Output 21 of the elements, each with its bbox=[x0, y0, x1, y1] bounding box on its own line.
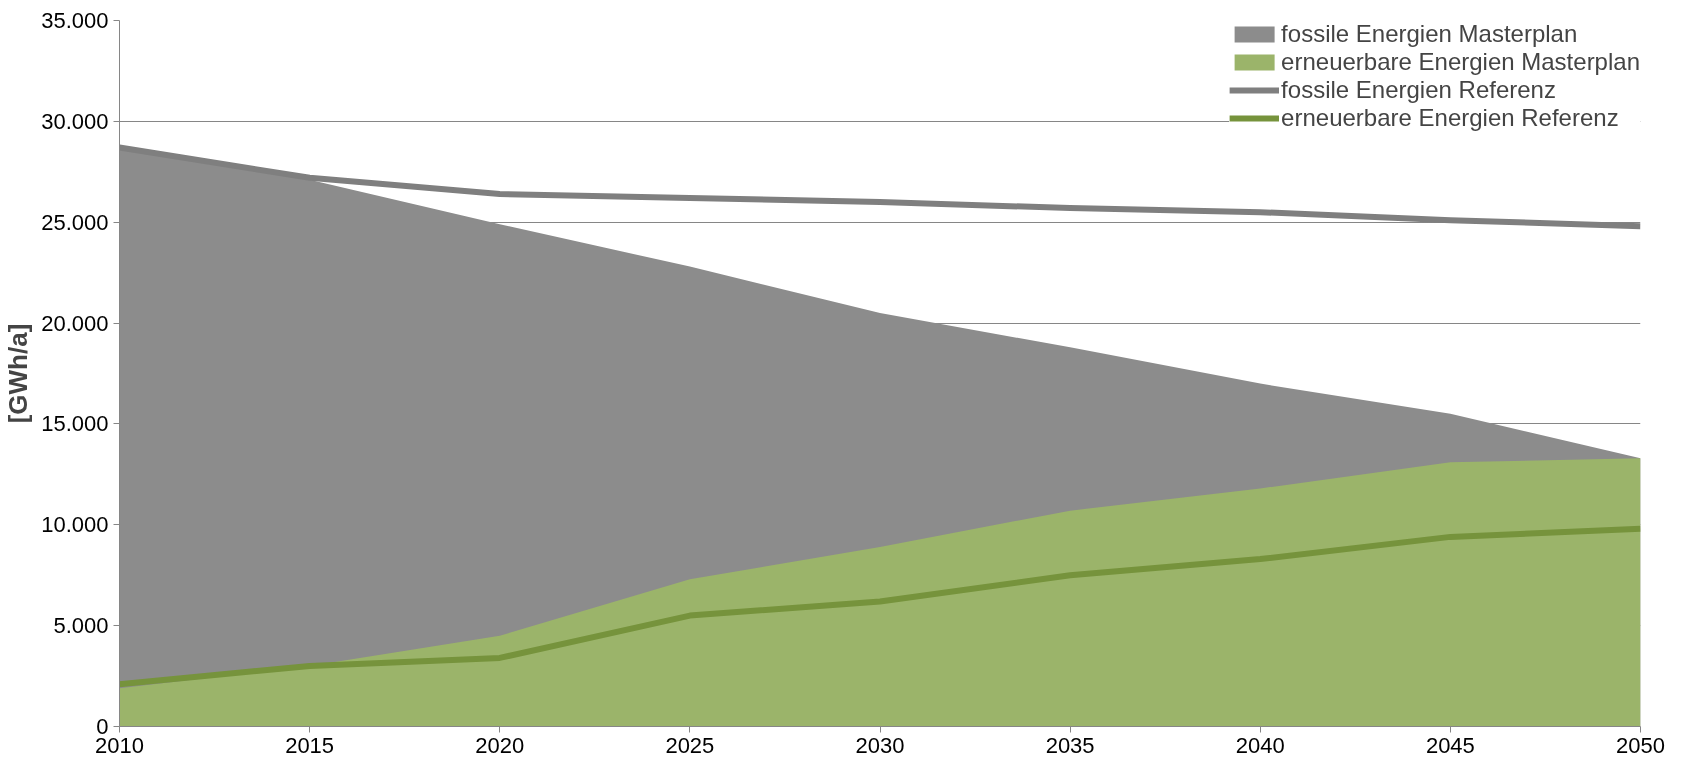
y-tick-label: 0 bbox=[96, 714, 109, 739]
x-tick-label: 2035 bbox=[1045, 732, 1095, 758]
x-tick-label: 2030 bbox=[855, 732, 905, 758]
x-tick-label: 2025 bbox=[665, 732, 715, 758]
y-tick-label: 15.000 bbox=[41, 411, 109, 437]
x-tick-label: 2020 bbox=[475, 732, 525, 758]
x-tick-label: 2040 bbox=[1235, 732, 1285, 758]
y-tick-label: 5.000 bbox=[53, 613, 109, 639]
y-axis-title: [GWh/a] bbox=[3, 323, 34, 424]
legend-label: erneuerbare Energien Masterplan bbox=[1281, 48, 1640, 76]
x-tick-label: 2015 bbox=[285, 732, 335, 758]
x-tick-label: 2045 bbox=[1425, 732, 1475, 758]
y-tick-label: 30.000 bbox=[41, 108, 109, 134]
legend-label: fossile Energien Referenz bbox=[1281, 76, 1556, 104]
legend-label: fossile Energien Masterplan bbox=[1281, 20, 1578, 48]
x-tick-label: 2050 bbox=[1616, 732, 1665, 758]
y-tick-label: 20.000 bbox=[41, 310, 109, 336]
legend-label: erneuerbare Energien Referenz bbox=[1281, 104, 1619, 132]
y-tick-label: 35.000 bbox=[41, 8, 109, 33]
y-tick-label: 25.000 bbox=[41, 209, 109, 235]
y-tick-label: 10.000 bbox=[41, 512, 109, 538]
